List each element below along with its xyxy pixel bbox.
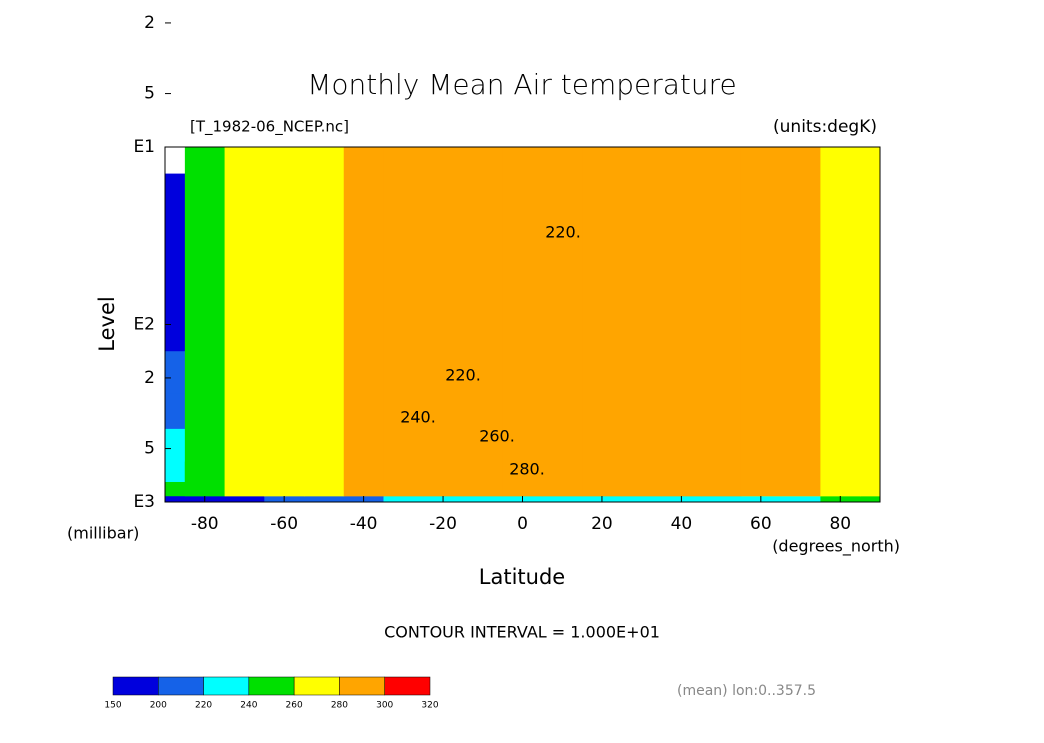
colorbar-swatch: [112, 676, 159, 696]
field-cell: [383, 147, 424, 497]
y-tick-label: E1: [133, 137, 155, 157]
field-cell: [165, 428, 186, 463]
field-cell: [165, 481, 186, 497]
field-cell: [621, 147, 663, 497]
colorbar-swatch: [203, 676, 250, 696]
y-axis-label: Level: [95, 296, 119, 351]
field-cell: [740, 147, 782, 497]
colorbar-swatch: [339, 676, 385, 696]
x-axis-label: Latitude: [479, 565, 565, 589]
chart-title: Monthly Mean Air temperature: [307, 68, 737, 101]
footer: CONTOUR INTERVAL = 1.000E+01: [384, 623, 660, 642]
colorbar-swatch: [248, 676, 295, 696]
y-tick-label: E2: [133, 315, 155, 335]
field-cell: [423, 147, 464, 497]
x-tick-label: 20: [591, 514, 613, 534]
colorbar-swatch: [384, 676, 431, 696]
field-cell: [224, 147, 265, 497]
colorbar-label: 320: [421, 701, 438, 711]
y-tick-label: 2: [144, 13, 155, 33]
x-tick-label: -60: [270, 514, 298, 534]
field-cell: [542, 147, 583, 497]
colorbar-label: 280: [331, 701, 348, 711]
x-tick-label: -20: [429, 514, 457, 534]
contour-label: 260.: [479, 427, 515, 446]
field-cell: [343, 147, 384, 497]
field-cell: [264, 147, 305, 497]
y-units: (millibar): [67, 524, 139, 543]
field-cell: [701, 147, 742, 497]
field-cell: [184, 147, 226, 497]
colorbar-label: 200: [150, 701, 167, 711]
colorbar-label: 260: [286, 701, 303, 711]
colorbar-swatch: [158, 676, 204, 696]
field-cell: [502, 147, 543, 497]
y-tick-label: 5: [144, 84, 155, 104]
field-cell: [165, 297, 186, 352]
field-cell: [582, 147, 623, 497]
x-tick-label: -80: [191, 514, 219, 534]
field-cell: [304, 147, 345, 497]
x-tick-label: 0: [517, 514, 528, 534]
field-cell: [165, 461, 186, 483]
colorbar-label: 150: [104, 701, 121, 711]
x-units: (degrees_north): [772, 537, 900, 557]
field-cell: [860, 147, 881, 497]
colorbar-swatch: [293, 676, 340, 696]
colorbar-label: 240: [240, 701, 257, 711]
x-tick-label: -40: [350, 514, 378, 534]
contour-label: 280.: [509, 460, 545, 479]
contour-label: 240.: [400, 408, 436, 427]
x-tick-label: 60: [750, 514, 772, 534]
units-label: (units:degK): [773, 117, 877, 137]
x-tick-label: 80: [829, 514, 851, 534]
field-cell: [820, 147, 861, 497]
colorbar-label: 220: [195, 701, 212, 711]
contour-label: 220.: [445, 366, 481, 385]
note: (mean) lon:0..357.5: [677, 683, 816, 699]
field-cell: [165, 351, 186, 395]
x-tick-label: 40: [671, 514, 693, 534]
field-cell: [165, 393, 186, 430]
subtitle: [T_1982-06_NCEP.nc]: [190, 118, 349, 137]
field-cell: [661, 147, 702, 497]
colorbar-label: 300: [376, 701, 393, 711]
contour-field: [165, 147, 881, 503]
field-cell: [780, 147, 821, 497]
y-tick-label: 2: [144, 368, 155, 388]
y-tick-label: 5: [144, 439, 155, 459]
field-cell: [165, 235, 186, 299]
y-tick-label: E3: [133, 492, 155, 512]
field-cell: [165, 173, 186, 237]
field-cell: [462, 147, 504, 497]
contour-label: 220.: [545, 223, 581, 242]
